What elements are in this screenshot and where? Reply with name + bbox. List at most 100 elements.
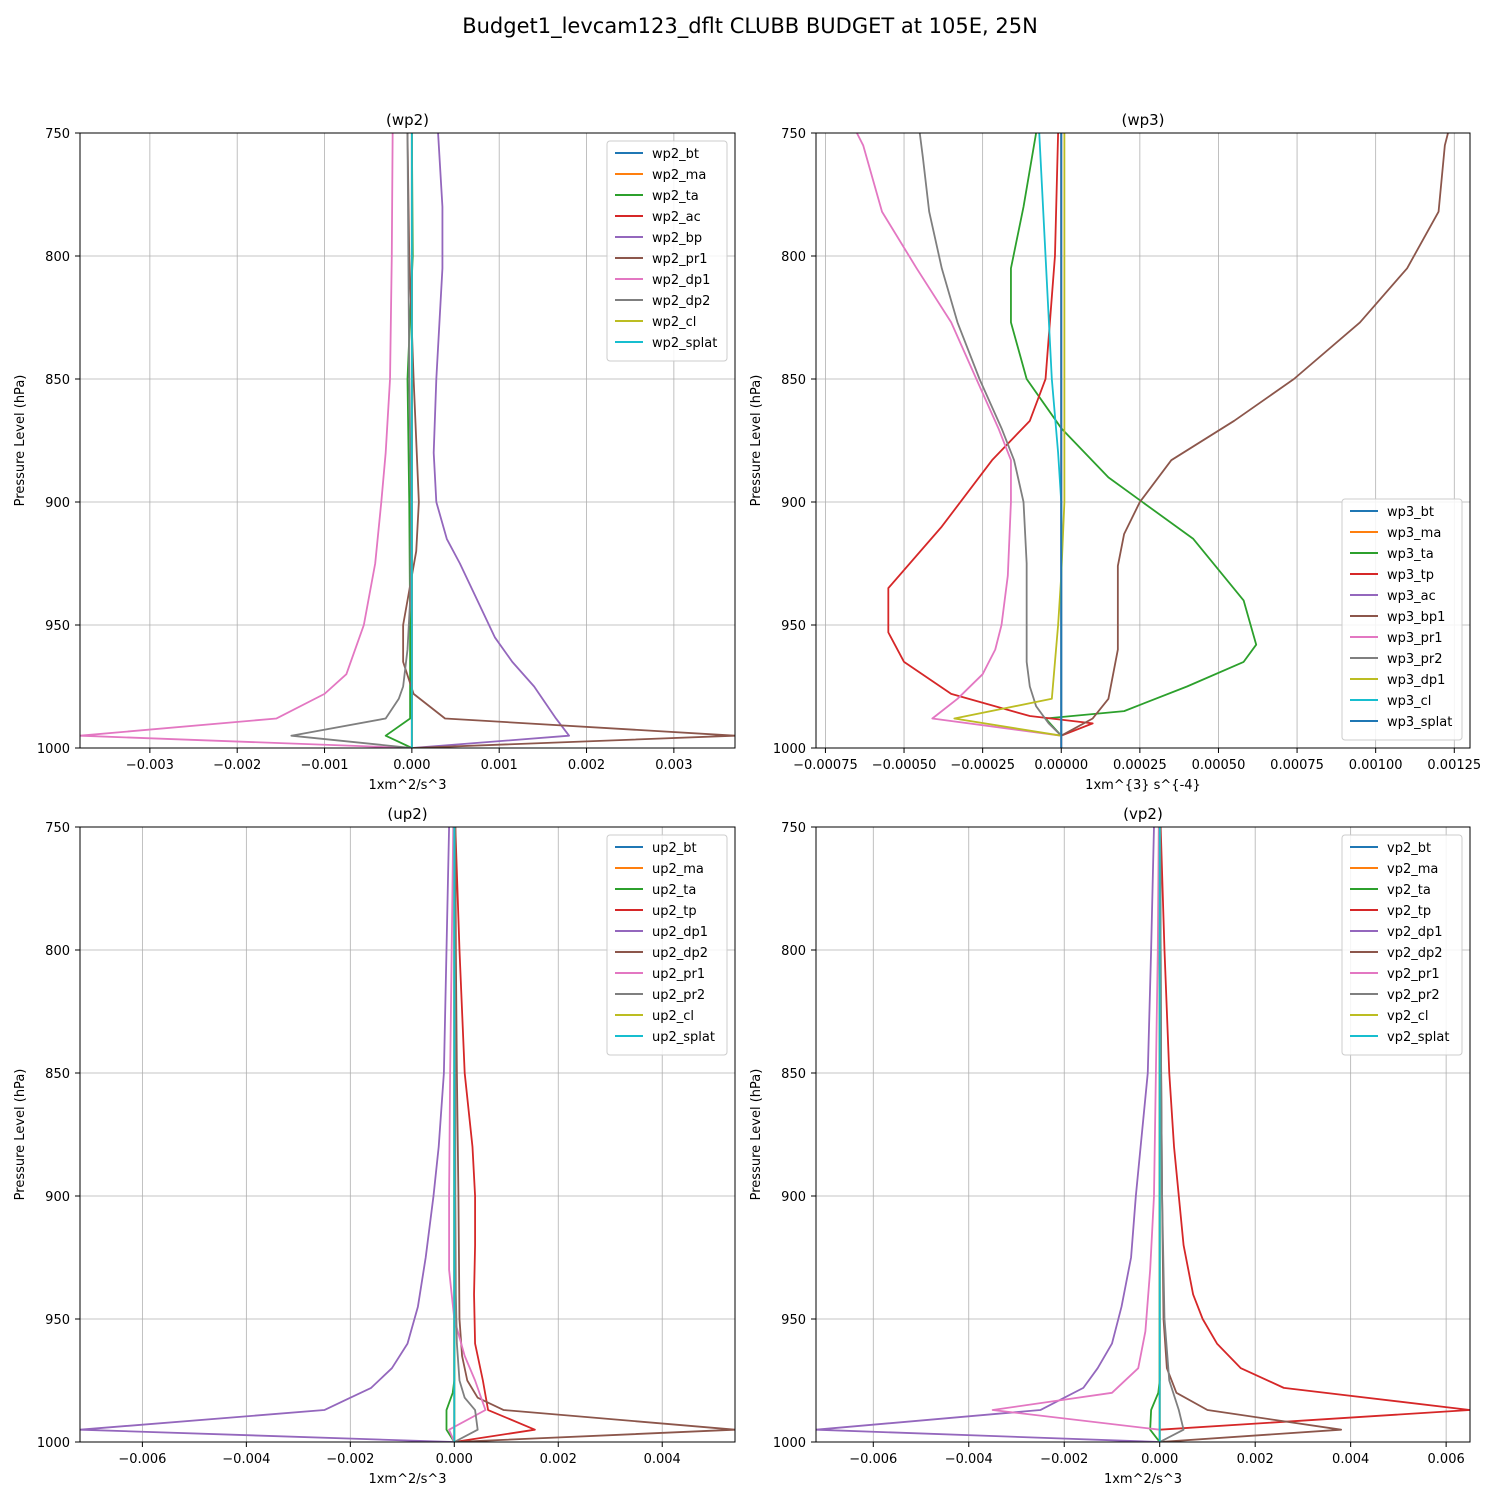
legend-label: wp3_ma bbox=[1387, 526, 1441, 541]
legend: up2_bt up2_ma up2_ta up2_tp up2_dp1 up2_dp2up… bbox=[606, 834, 728, 1056]
series-line-wp3_bp1 bbox=[1060, 133, 1449, 737]
legend-label: wp3_pr1 bbox=[1387, 631, 1443, 646]
x-axis-label: 1xm^2/s^3 bbox=[368, 778, 446, 793]
y-tick-label: 1000 bbox=[37, 1436, 70, 1451]
x-tick-label: 0.002 bbox=[568, 758, 605, 773]
y-tick-label: 850 bbox=[781, 1067, 806, 1082]
legend-label: wp3_ac bbox=[1387, 589, 1436, 604]
series-group bbox=[816, 827, 1470, 1442]
legend-label: wp3_ta bbox=[1387, 547, 1434, 562]
legend-label: wp2_pr1 bbox=[652, 252, 708, 267]
y-tick-label: 1000 bbox=[37, 742, 70, 757]
legend-label: wp3_splat bbox=[1387, 715, 1452, 730]
series-line-wp2_bp bbox=[411, 133, 570, 748]
legend-label: wp3_pr2 bbox=[1387, 652, 1443, 667]
x-tick-label: 0.000 bbox=[393, 758, 430, 773]
subplot-0: −0.003 −0.002 −0.001 0.000 0.001 0.002 0.003 75… bbox=[13, 111, 736, 793]
y-axis-label: Pressure Level (hPa) bbox=[749, 1069, 764, 1201]
figure-title: Budget1_levcam123_dflt CLUBB BUDGET at 1… bbox=[462, 14, 1038, 38]
x-tick-label: −0.004 bbox=[222, 1452, 270, 1467]
y-tick-label: 900 bbox=[781, 1190, 806, 1205]
series-group bbox=[80, 827, 735, 1442]
series-line-wp3_dp1 bbox=[953, 133, 1066, 737]
series-line-vp2_dp1 bbox=[816, 827, 1160, 1442]
axes-frame bbox=[79, 132, 736, 749]
x-tick-label: 0.000 bbox=[1141, 1452, 1178, 1467]
y-tick-label: 1000 bbox=[773, 1436, 806, 1451]
legend-label: wp2_ta bbox=[652, 189, 699, 204]
y-tick-label: 850 bbox=[45, 1067, 70, 1082]
legend-label: vp2_dp2 bbox=[1387, 946, 1443, 961]
y-tick-label: 800 bbox=[45, 250, 70, 265]
x-tick-label: −0.00075 bbox=[793, 758, 858, 773]
legend-label: vp2_pr2 bbox=[1387, 988, 1440, 1003]
x-tick-label: −0.002 bbox=[326, 1452, 374, 1467]
legend-label: up2_dp1 bbox=[652, 925, 708, 940]
legend-label: vp2_bt bbox=[1387, 841, 1431, 856]
series-line-wp3_cl bbox=[1038, 133, 1063, 736]
legend-label: vp2_ta bbox=[1387, 883, 1431, 898]
legend-label: wp3_dp1 bbox=[1387, 673, 1445, 688]
y-tick-label: 950 bbox=[781, 1313, 806, 1328]
legend-label: vp2_splat bbox=[1387, 1030, 1449, 1045]
legend-label: wp3_cl bbox=[1387, 694, 1431, 709]
series-line-wp3_pr2 bbox=[918, 133, 1062, 737]
series-line-up2_dp1 bbox=[80, 827, 455, 1442]
legend-label: up2_tp bbox=[652, 904, 697, 919]
y-axis-label: Pressure Level (hPa) bbox=[13, 1069, 28, 1201]
subplot-title: (up2) bbox=[387, 805, 427, 823]
x-tick-label: 0.00075 bbox=[1270, 758, 1324, 773]
x-axis-label: 1xm^2/s^3 bbox=[1104, 1472, 1182, 1487]
legend-label: wp2_splat bbox=[652, 336, 717, 351]
x-tick-label: 0.004 bbox=[644, 1452, 681, 1467]
x-tick-label: 0.002 bbox=[540, 1452, 577, 1467]
x-tick-label: −0.00025 bbox=[950, 758, 1015, 773]
legend-label: up2_dp2 bbox=[652, 946, 708, 961]
x-tick-label: 0.00125 bbox=[1427, 758, 1481, 773]
legend-label: wp3_tp bbox=[1387, 568, 1434, 583]
legend-label: vp2_cl bbox=[1387, 1009, 1428, 1024]
subplot-2: −0.006 −0.004 −0.002 0.000 0.002 0.004 750 800 8… bbox=[13, 805, 736, 1487]
legend-label: wp2_bt bbox=[652, 147, 699, 162]
y-tick-label: 750 bbox=[781, 127, 806, 142]
legend-label: wp2_ac bbox=[652, 210, 701, 225]
legend-label: vp2_ma bbox=[1387, 862, 1438, 877]
legend-label: wp2_dp2 bbox=[652, 294, 710, 309]
legend-label: up2_ta bbox=[652, 883, 696, 898]
series-line-vp2_pr2 bbox=[1159, 827, 1185, 1442]
subplot-title: (wp3) bbox=[1121, 111, 1164, 129]
series-group bbox=[80, 133, 735, 748]
x-tick-label: 0.003 bbox=[655, 758, 692, 773]
x-tick-label: 0.00100 bbox=[1349, 758, 1403, 773]
y-tick-label: 900 bbox=[781, 496, 806, 511]
subplot-3: −0.006 −0.004 −0.002 0.000 0.002 0.004 0.006 75… bbox=[749, 805, 1471, 1487]
x-tick-label: −0.006 bbox=[849, 1452, 897, 1467]
y-tick-label: 750 bbox=[781, 821, 806, 836]
legend-label: wp2_ma bbox=[652, 168, 706, 183]
legend-label: up2_pr1 bbox=[652, 967, 705, 982]
legend-label: wp2_bp bbox=[652, 231, 702, 246]
x-tick-label: 0.002 bbox=[1237, 1452, 1274, 1467]
series-line-wp2_dp1 bbox=[80, 133, 412, 748]
x-axis-label: 1xm^{3} s^{-4} bbox=[1085, 778, 1201, 793]
legend-label: wp3_bt bbox=[1387, 505, 1434, 520]
x-tick-label: −0.002 bbox=[213, 758, 261, 773]
series-line-up2_tp bbox=[454, 827, 536, 1442]
legend: vp2_bt vp2_ma vp2_ta vp2_tp vp2_dp1 vp2_dp2vp… bbox=[1341, 834, 1463, 1056]
x-tick-label: 0.001 bbox=[481, 758, 518, 773]
legend-label: vp2_pr1 bbox=[1387, 967, 1440, 982]
legend-label: wp2_dp1 bbox=[652, 273, 710, 288]
y-tick-label: 800 bbox=[781, 250, 806, 265]
series-line-up2_dp2 bbox=[454, 827, 735, 1442]
series-line-wp3_pr1 bbox=[856, 133, 1062, 737]
x-tick-label: −0.002 bbox=[1040, 1452, 1088, 1467]
legend-label: vp2_tp bbox=[1387, 904, 1431, 919]
y-axis-label: Pressure Level (hPa) bbox=[13, 375, 28, 507]
x-tick-label: 0.00000 bbox=[1034, 758, 1088, 773]
series-line-wp3_tp bbox=[887, 133, 1094, 737]
legend-label: up2_ma bbox=[652, 862, 704, 877]
x-tick-label: −0.006 bbox=[118, 1452, 166, 1467]
x-tick-label: 0.004 bbox=[1332, 1452, 1369, 1467]
axes-frame bbox=[815, 132, 1471, 749]
